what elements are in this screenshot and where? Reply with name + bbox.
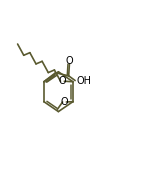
Text: O: O bbox=[66, 56, 73, 66]
Text: O: O bbox=[59, 76, 66, 86]
Text: O: O bbox=[61, 97, 68, 107]
Text: OH: OH bbox=[76, 76, 91, 86]
